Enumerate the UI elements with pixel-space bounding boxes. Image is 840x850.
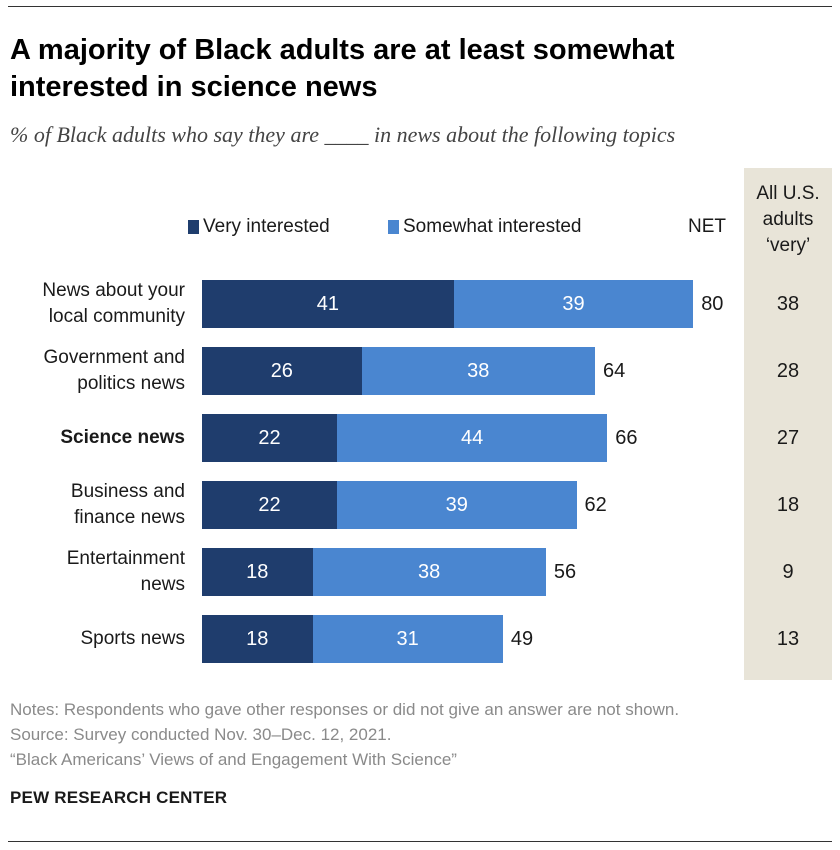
bar-very-interested: 22	[202, 414, 338, 462]
bar-somewhat-interested: 39	[453, 280, 694, 328]
all-us-very-value: 18	[776, 494, 800, 516]
net-value: 49	[510, 628, 534, 650]
legend-swatch-somewhat	[388, 220, 399, 234]
legend-very-interested: Very interested	[188, 214, 330, 240]
all-us-very-value: 27	[776, 427, 800, 449]
all-us-column-background	[744, 168, 832, 680]
chart-subtitle: % of Black adults who say they are ____ …	[10, 122, 676, 147]
all-us-very-value: 13	[776, 628, 800, 650]
all-us-very-value: 28	[776, 360, 800, 382]
category-label: News about your local community	[42, 280, 185, 327]
legend-label-somewhat: Somewhat interested	[403, 216, 582, 237]
source-text: Source: Survey conducted Nov. 30–Dec. 12…	[10, 725, 392, 744]
bar-somewhat-interested: 38	[312, 548, 546, 596]
legend-swatch-very	[188, 220, 199, 234]
top-rule	[8, 6, 832, 7]
net-value: 62	[584, 494, 607, 516]
legend-somewhat-interested: Somewhat interested	[388, 214, 582, 240]
chart-title: A majority of Black adults are at least …	[10, 34, 675, 103]
net-value: 56	[553, 561, 577, 583]
notes-text: Notes: Respondents who gave other respon…	[10, 700, 680, 719]
category-label: Government and politics news	[43, 347, 185, 394]
bar-somewhat-interested: 44	[337, 414, 608, 462]
bar-somewhat-interested: 38	[361, 347, 595, 395]
bar-very-interested: 18	[202, 615, 313, 663]
all-us-very-value: 9	[782, 561, 794, 583]
category-label: Business and finance news	[70, 481, 185, 528]
report-title-text: “Black Americans’ Views of and Engagemen…	[10, 750, 457, 769]
bar-somewhat-interested: 31	[312, 615, 503, 663]
bar-somewhat-interested: 39	[337, 481, 577, 529]
category-label: Science news	[60, 427, 185, 448]
category-label: Entertainment news	[66, 548, 185, 595]
net-value: 66	[615, 427, 638, 449]
net-column-header: NET	[688, 216, 726, 237]
all-us-column-header: All U.S. adults ‘very’	[756, 183, 820, 256]
net-value: 80	[701, 293, 724, 315]
notes-block: Notes: Respondents who gave other respon…	[10, 697, 679, 772]
bar-very-interested: 26	[202, 347, 362, 395]
all-us-very-value: 38	[776, 293, 800, 315]
bar-very-interested: 22	[202, 481, 338, 529]
net-value: 64	[602, 360, 626, 382]
bottom-rule	[8, 841, 832, 842]
legend-label-very: Very interested	[203, 216, 330, 237]
bar-very-interested: 41	[202, 280, 454, 328]
category-label: Sports news	[80, 628, 185, 649]
bar-very-interested: 18	[202, 548, 313, 596]
brand-logo-text: PEW RESEARCH CENTER	[10, 788, 228, 807]
